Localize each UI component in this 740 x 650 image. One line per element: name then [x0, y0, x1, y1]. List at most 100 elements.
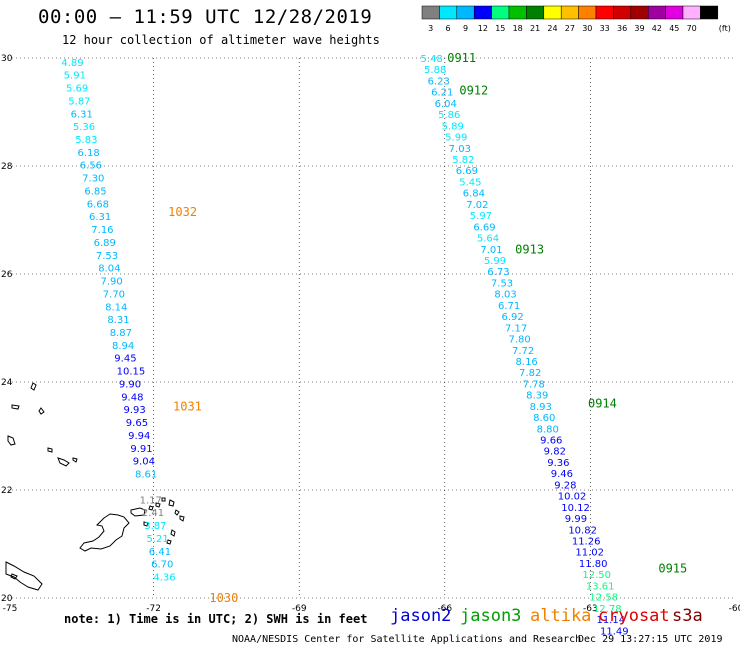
- lon-tick-label: -72: [146, 604, 161, 614]
- legend-label: 30: [582, 24, 592, 33]
- wave-height-value: 5.91: [64, 71, 86, 82]
- legend-swatch: [665, 5, 684, 20]
- wave-height-value: 11.02: [575, 548, 604, 559]
- wave-height-value: 2.41: [142, 508, 164, 519]
- wave-height-value: 6.68: [87, 199, 109, 210]
- wave-height-value: 8.94: [112, 341, 134, 352]
- legend-swatch: [613, 5, 632, 20]
- wave-height-value: 7.03: [449, 144, 471, 155]
- wave-height-value: 5.45: [459, 177, 481, 188]
- lat-tick-label: 28: [1, 162, 13, 172]
- wave-height-value: 10.82: [568, 525, 597, 536]
- wave-height-value: 7.30: [82, 174, 104, 185]
- island-coastline: [143, 521, 149, 527]
- pass-time-label: 0912: [459, 83, 488, 97]
- wave-height-value: 9.94: [128, 431, 150, 442]
- wave-height-value: 5.36: [73, 122, 95, 133]
- pass-time-label: 0915: [658, 561, 687, 575]
- page-title: 00:00 – 11:59 UTC 12/28/2019: [38, 6, 373, 28]
- island-coastline: [148, 505, 154, 511]
- wave-height-value: 5.64: [477, 234, 499, 245]
- legend-label: 9: [463, 24, 468, 33]
- legend-label: 45: [669, 24, 679, 33]
- island-coastline: [57, 457, 70, 467]
- satellite-label-jason2: jason2: [390, 606, 452, 626]
- legend-swatch: [526, 5, 545, 20]
- wave-height-value: 12.78: [593, 604, 622, 615]
- island-coastline: [72, 457, 78, 463]
- wave-height-value: 10.15: [117, 367, 146, 378]
- wave-height-value: 7.01: [480, 245, 502, 256]
- wave-height-value: 11.14: [596, 615, 625, 626]
- map-grid: -75 -72 -69 -66 -63 -60 20 22 24 26 28 30: [1, 54, 740, 614]
- pass-time-label: 0911: [447, 51, 476, 65]
- island-coastline: [7, 435, 16, 446]
- wave-height-value: 7.16: [91, 225, 113, 236]
- wave-height-value: 8.60: [533, 413, 555, 424]
- wave-height-value: 8.03: [494, 290, 516, 301]
- lat-tick-label: 26: [1, 270, 13, 280]
- legend-swatch: [473, 5, 492, 20]
- legend-swatch: [421, 5, 440, 20]
- wave-height-value: 5.86: [438, 110, 460, 121]
- wave-height-value: 6.70: [151, 560, 173, 571]
- legend-swatch: [682, 5, 701, 20]
- wave-height-value: 7.90: [100, 277, 122, 288]
- wave-height-value: 7.82: [519, 368, 541, 379]
- legend-label: 21: [530, 24, 540, 33]
- legend-label: 15: [495, 24, 505, 33]
- lat-tick-label: 22: [1, 486, 12, 496]
- wave-height-value: 6.71: [498, 301, 520, 312]
- lat-tick-label: 30: [1, 54, 13, 64]
- wave-height-legend: 3 6 9 12 15 18 21 24 27 30 33 36 39 42 45 70 (ft): [421, 5, 731, 33]
- legend-label: 42: [652, 24, 662, 33]
- wave-height-value: 6.85: [84, 186, 106, 197]
- wave-height-value: 6.41: [149, 547, 171, 558]
- legend-swatch: [700, 5, 719, 20]
- wave-height-value: 5.99: [484, 256, 506, 267]
- legend-label: 36: [617, 24, 627, 33]
- legend-label: 27: [565, 24, 575, 33]
- wave-height-value: 9.65: [126, 418, 148, 429]
- lon-tick-label: -63: [583, 604, 598, 614]
- island-coastline: [47, 447, 53, 453]
- wave-height-value: 5.48: [421, 54, 443, 65]
- lat-tick-label: 20: [1, 594, 13, 604]
- wave-height-value: 5.99: [445, 133, 467, 144]
- wave-height-value: 9.45: [114, 354, 136, 365]
- wave-height-value: 9.99: [565, 514, 587, 525]
- wave-height-value: 11.49: [600, 626, 629, 637]
- wave-height-value: 6.69: [456, 166, 478, 177]
- wave-height-value: 11.80: [579, 559, 608, 570]
- wave-height-value: 7.53: [96, 251, 118, 262]
- legend-swatch: [647, 5, 666, 20]
- wave-height-value: 9.28: [554, 480, 576, 491]
- wave-height-value: 9.66: [540, 436, 562, 447]
- wave-height-value: 4.89: [61, 58, 83, 69]
- satellite-label-s3a: s3a: [672, 606, 703, 626]
- wave-height-value: 5.69: [66, 84, 88, 95]
- wave-height-value: 8.61: [135, 470, 157, 481]
- legend-label: 33: [600, 24, 610, 33]
- wave-height-value: 9.82: [544, 447, 566, 458]
- wave-height-value: 7.17: [505, 323, 527, 334]
- wave-height-value: 6.89: [94, 238, 116, 249]
- island-coastline: [30, 382, 37, 391]
- wave-height-value: 9.91: [130, 444, 152, 455]
- wave-height-value: 5.97: [470, 211, 492, 222]
- wave-height-value: 8.39: [526, 391, 548, 402]
- wave-height-value: 8.31: [107, 315, 129, 326]
- legend-swatch: [578, 5, 597, 20]
- wave-height-value: 8.80: [537, 424, 559, 435]
- lon-tick-label: -66: [437, 604, 452, 614]
- wave-height-value: 6.73: [487, 267, 509, 278]
- legend-label: 6: [446, 24, 451, 33]
- wave-height-value: 8.87: [110, 328, 132, 339]
- wave-height-value: 9.90: [119, 379, 141, 390]
- wave-height-value: 6.18: [77, 148, 99, 159]
- lon-tick-label: -75: [3, 604, 18, 614]
- wave-height-value: 8.14: [105, 302, 127, 313]
- wave-height-value: 7.78: [523, 379, 545, 390]
- footer-note: note: 1) Time is in UTC; 2) SWH is in fe…: [64, 612, 368, 626]
